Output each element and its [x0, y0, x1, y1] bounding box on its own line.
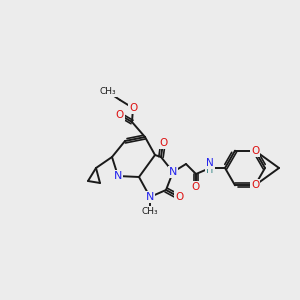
Text: N: N [169, 167, 177, 177]
Text: CH₃: CH₃ [142, 206, 158, 215]
Text: O: O [159, 138, 167, 148]
Text: O: O [192, 182, 200, 192]
Text: O: O [251, 180, 259, 190]
Text: O: O [116, 110, 124, 120]
Text: N: N [146, 192, 154, 202]
Text: O: O [129, 103, 137, 113]
Text: N: N [206, 158, 214, 168]
Text: O: O [251, 146, 259, 156]
Text: O: O [175, 192, 183, 202]
Text: N: N [114, 171, 122, 181]
Text: H: H [206, 165, 214, 175]
Text: CH₃: CH₃ [100, 88, 116, 97]
